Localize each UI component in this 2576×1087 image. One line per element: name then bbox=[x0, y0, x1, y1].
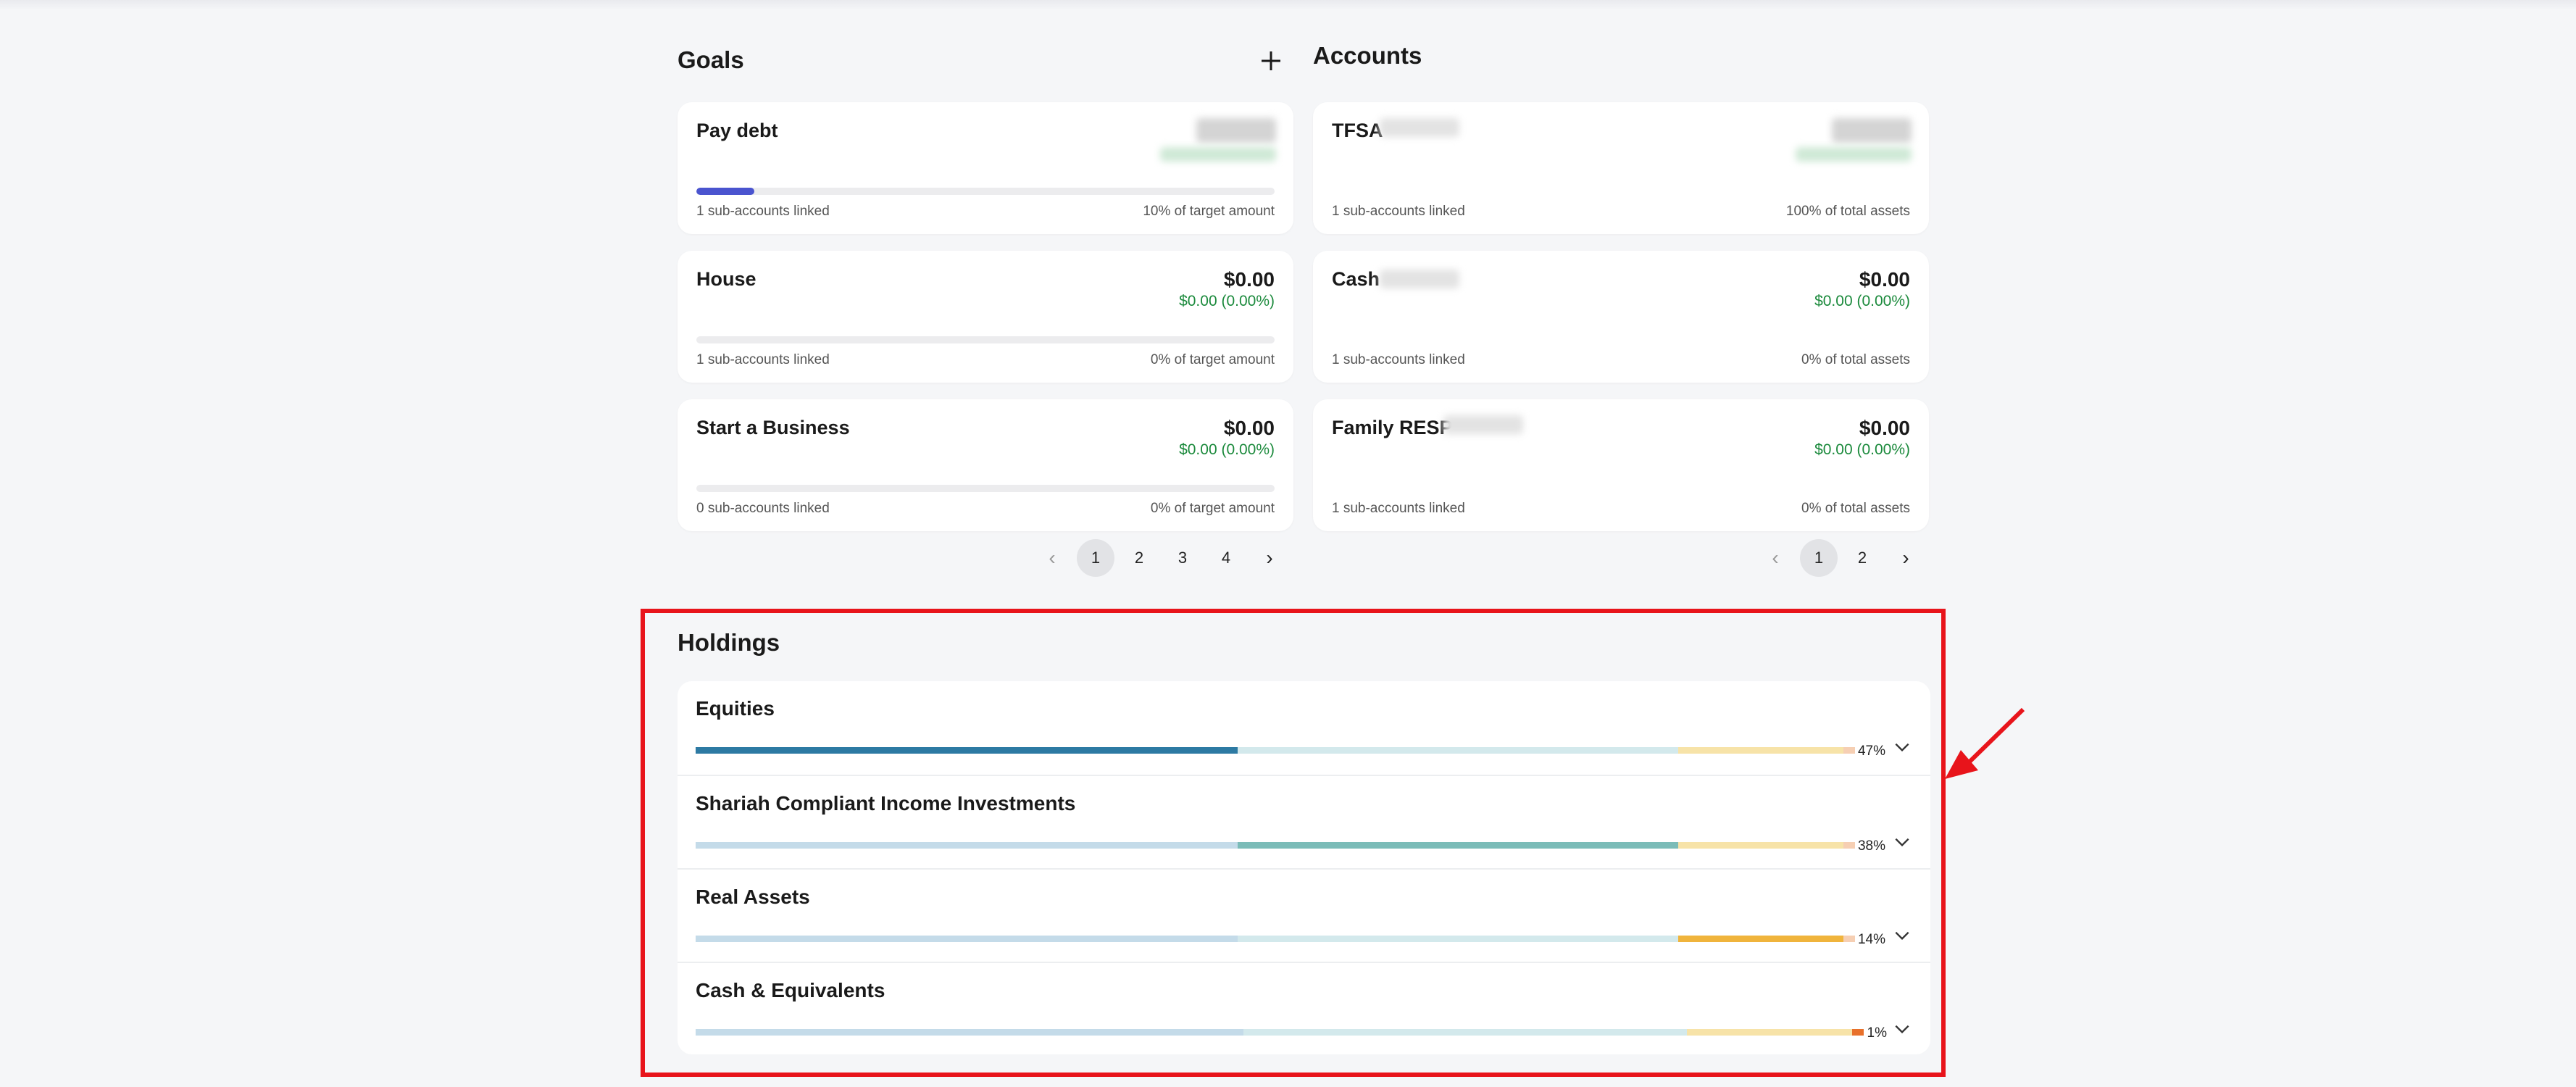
chevron-down-icon[interactable] bbox=[1893, 926, 1912, 945]
accounts-pagination: ‹ 1 2 › bbox=[1756, 539, 1930, 577]
goal-progress-bar bbox=[696, 188, 1275, 195]
segment-cash bbox=[1843, 842, 1855, 849]
goal-amount: $0.00 bbox=[1223, 268, 1275, 291]
segment-equities bbox=[696, 1029, 1243, 1036]
chevron-left-icon[interactable]: ‹ bbox=[1049, 546, 1056, 569]
page-1[interactable]: 1 bbox=[1800, 539, 1838, 577]
goal-card-pay-debt[interactable]: Pay debt 1 sub-accounts linked 10% of ta… bbox=[678, 102, 1293, 234]
account-linked-count: 1 sub-accounts linked bbox=[1332, 352, 1465, 367]
page-2[interactable]: 2 bbox=[1134, 549, 1144, 567]
goal-linked-count: 1 sub-accounts linked bbox=[696, 204, 830, 219]
account-share-percent: 0% of total assets bbox=[1801, 501, 1910, 516]
account-share-percent: 100% of total assets bbox=[1785, 204, 1910, 219]
goal-linked-count: 1 sub-accounts linked bbox=[696, 352, 830, 367]
holding-row-shariah[interactable]: Shariah Compliant Income Investments 38% bbox=[678, 775, 1930, 868]
blurred-account-number bbox=[1380, 118, 1459, 137]
goal-linked-count: 0 sub-accounts linked bbox=[696, 501, 830, 516]
allocation-bar bbox=[696, 842, 1855, 849]
blurred-change bbox=[1796, 147, 1912, 162]
account-change: $0.00 (0.00%) bbox=[1814, 441, 1910, 458]
goal-change: $0.00 (0.00%) bbox=[1179, 441, 1275, 458]
goal-card-house[interactable]: House $0.00 $0.00 (0.00%) 1 sub-accounts… bbox=[678, 251, 1293, 383]
chevron-right-icon[interactable]: › bbox=[1902, 546, 1909, 569]
page-1[interactable]: 1 bbox=[1077, 539, 1114, 577]
holding-row-real-assets[interactable]: Real Assets 14% bbox=[678, 868, 1930, 962]
goal-target-percent: 0% of target amount bbox=[1150, 352, 1275, 367]
holding-name: Equities bbox=[696, 697, 775, 720]
goal-card-start-a-business[interactable]: Start a Business $0.00 $0.00 (0.00%) 0 s… bbox=[678, 399, 1293, 531]
page-2[interactable]: 2 bbox=[1857, 549, 1867, 567]
red-arrow-icon bbox=[1945, 707, 2025, 779]
segment-shariah bbox=[1238, 842, 1678, 849]
chevron-down-icon[interactable] bbox=[1893, 1020, 1912, 1038]
plus-icon[interactable] bbox=[1255, 45, 1287, 77]
chevron-down-icon[interactable] bbox=[1893, 833, 1912, 851]
account-amount: $0.00 bbox=[1859, 417, 1910, 439]
holdings-title: Holdings bbox=[678, 629, 780, 656]
page-4[interactable]: 4 bbox=[1221, 549, 1231, 567]
accounts-title: Accounts bbox=[1313, 42, 1422, 69]
holdings-list: Equities 47% Shariah Compliant Income In… bbox=[678, 681, 1930, 1054]
blurred-amount bbox=[1196, 118, 1276, 143]
segment-cash bbox=[1843, 936, 1855, 942]
goal-target-percent: 10% of target amount bbox=[1143, 204, 1275, 219]
account-name: TFSA bbox=[1332, 120, 1383, 141]
blurred-amount bbox=[1832, 118, 1912, 143]
holding-percent: 14% bbox=[1857, 932, 1885, 947]
top-shadow bbox=[0, 0, 2576, 10]
holding-row-cash-equivalents[interactable]: Cash & Equivalents 1% bbox=[678, 962, 1930, 1055]
account-card-cash[interactable]: Cash $0.00 $0.00 (0.00%) 1 sub-accounts … bbox=[1313, 251, 1929, 383]
segment-real-assets bbox=[1678, 936, 1843, 942]
blurred-account-number bbox=[1380, 270, 1459, 288]
goal-name: Start a Business bbox=[696, 417, 850, 438]
blurred-change bbox=[1160, 147, 1276, 162]
account-linked-count: 1 sub-accounts linked bbox=[1332, 501, 1465, 516]
goal-amount: $0.00 bbox=[1223, 417, 1275, 439]
account-linked-count: 1 sub-accounts linked bbox=[1332, 204, 1465, 219]
chevron-right-icon[interactable]: › bbox=[1266, 546, 1273, 569]
account-card-family-resp[interactable]: Family RESP $0.00 $0.00 (0.00%) 1 sub-ac… bbox=[1313, 399, 1929, 531]
goal-name: House bbox=[696, 268, 756, 290]
chevron-left-icon[interactable]: ‹ bbox=[1772, 546, 1779, 569]
account-name: Family RESP bbox=[1332, 417, 1453, 438]
segment-equities bbox=[696, 936, 1238, 942]
holding-name: Shariah Compliant Income Investments bbox=[696, 792, 1076, 815]
segment-real-assets bbox=[1678, 747, 1843, 754]
holding-percent: 47% bbox=[1857, 744, 1885, 759]
segment-real-assets bbox=[1687, 1029, 1852, 1036]
goal-change: $0.00 (0.00%) bbox=[1179, 293, 1275, 309]
goal-name: Pay debt bbox=[696, 120, 778, 141]
allocation-bar bbox=[696, 1029, 1864, 1036]
account-change: $0.00 (0.00%) bbox=[1814, 293, 1910, 309]
account-card-tfsa[interactable]: TFSA 1 sub-accounts linked 100% of total… bbox=[1313, 102, 1929, 234]
segment-real-assets bbox=[1678, 842, 1843, 849]
segment-shariah bbox=[1238, 936, 1678, 942]
allocation-bar bbox=[696, 936, 1855, 942]
account-name: Cash bbox=[1332, 268, 1380, 290]
holding-row-equities[interactable]: Equities 47% bbox=[678, 681, 1930, 775]
segment-equities bbox=[696, 842, 1238, 849]
holding-percent: 38% bbox=[1857, 838, 1885, 854]
holding-name: Real Assets bbox=[696, 886, 810, 908]
holding-percent: 1% bbox=[1867, 1025, 1887, 1041]
holding-name: Cash & Equivalents bbox=[696, 979, 885, 1001]
blurred-account-number bbox=[1443, 415, 1523, 434]
segment-cash bbox=[1852, 1029, 1864, 1036]
goals-pagination: ‹ 1 2 3 4 › bbox=[1033, 539, 1294, 577]
segment-equities bbox=[696, 747, 1238, 754]
allocation-bar bbox=[696, 747, 1855, 754]
segment-shariah bbox=[1243, 1029, 1687, 1036]
account-share-percent: 0% of total assets bbox=[1801, 352, 1910, 367]
page-3[interactable]: 3 bbox=[1177, 549, 1188, 567]
goal-progress-bar bbox=[696, 336, 1275, 343]
account-amount: $0.00 bbox=[1859, 268, 1910, 291]
chevron-down-icon[interactable] bbox=[1893, 738, 1912, 757]
highlight-outline bbox=[641, 609, 1946, 1077]
segment-cash bbox=[1843, 747, 1855, 754]
goal-target-percent: 0% of target amount bbox=[1150, 501, 1275, 516]
segment-shariah bbox=[1238, 747, 1678, 754]
goals-title: Goals bbox=[678, 46, 744, 73]
goal-progress-bar bbox=[696, 485, 1275, 492]
